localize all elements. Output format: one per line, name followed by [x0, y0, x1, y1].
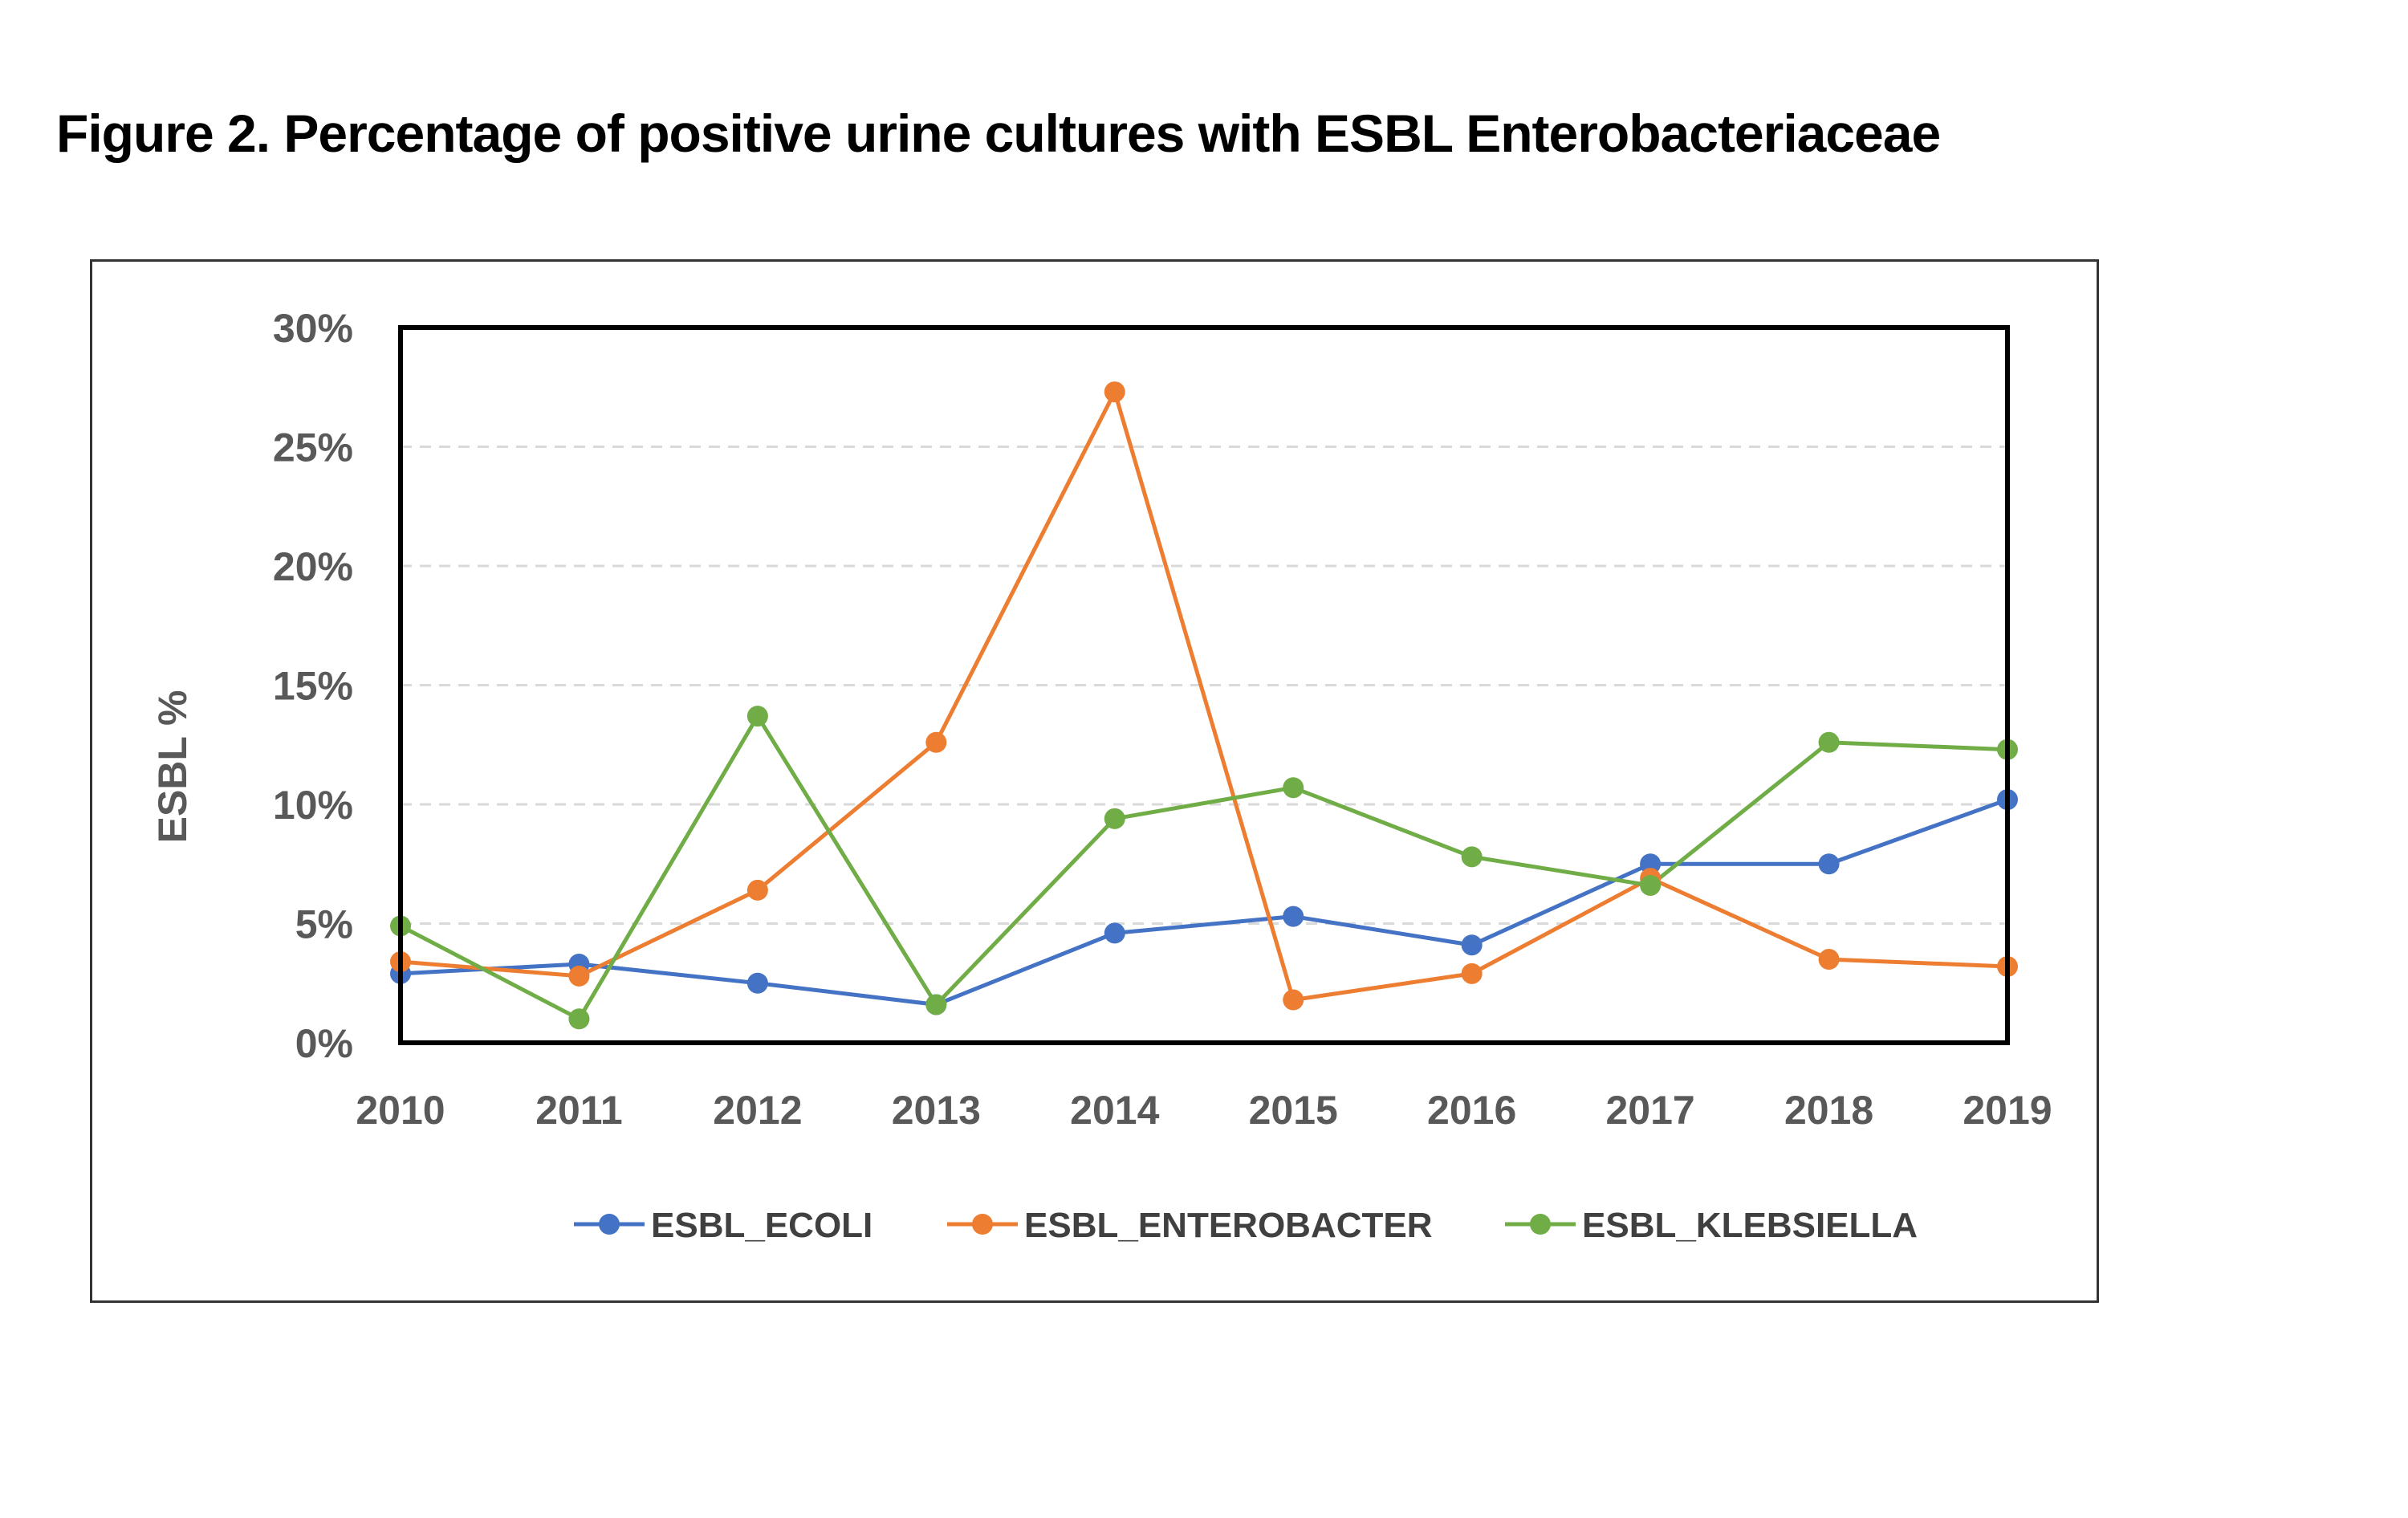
data-point-esbl_ecoli	[746, 972, 768, 994]
data-point-esbl_klebsiella	[1104, 808, 1125, 829]
data-point-esbl_enterobacter	[1461, 962, 1483, 984]
y-tick-label: 0%	[295, 1021, 353, 1066]
data-point-esbl_ecoli	[1640, 853, 1662, 875]
y-tick-label: 20%	[273, 544, 353, 589]
legend-item: ESBL_ENTEROBACTER	[947, 1206, 1433, 1245]
data-point-esbl_enterobacter	[568, 965, 590, 987]
legend-marker-icon	[972, 1214, 993, 1235]
data-point-esbl_ecoli	[1283, 906, 1304, 927]
y-tick-label: 15%	[273, 664, 353, 709]
series-line-esbl_enterobacter	[400, 386, 2008, 1003]
chart-frame	[90, 259, 2099, 1303]
legend-item: ESBL_KLEBSIELLA	[1505, 1206, 1918, 1245]
data-point-esbl_klebsiella	[568, 1008, 590, 1030]
data-point-esbl_enterobacter	[925, 731, 947, 753]
series-line-esbl_klebsiella	[399, 712, 2008, 1022]
data-point-esbl_enterobacter	[1818, 949, 1840, 971]
x-tick-label: 2013	[892, 1088, 981, 1133]
x-tick-label: 2019	[1963, 1088, 2052, 1133]
legend-marker-icon	[1530, 1214, 1551, 1235]
data-point-esbl_klebsiella	[1640, 874, 1662, 896]
legend-label: ESBL_KLEBSIELLA	[1582, 1206, 1918, 1245]
x-tick-label: 2018	[1784, 1088, 1873, 1133]
x-tick-label: 2017	[1605, 1088, 1694, 1133]
data-point-esbl_ecoli	[1104, 922, 1125, 944]
x-tick-label: 2014	[1070, 1088, 1159, 1133]
plot-area-border	[398, 325, 2010, 1045]
data-point-esbl_enterobacter	[1283, 989, 1304, 1011]
data-point-esbl_enterobacter	[746, 879, 768, 901]
data-point-esbl_klebsiella	[746, 706, 768, 727]
legend-item: ESBL_ECOLI	[574, 1206, 872, 1245]
legend-label: ESBL_ECOLI	[651, 1206, 872, 1245]
y-tick-label: 5%	[295, 902, 353, 947]
y-tick-label: 30%	[273, 306, 353, 351]
data-point-esbl_enterobacter	[1104, 381, 1125, 403]
data-point-esbl_klebsiella	[1283, 777, 1304, 799]
legend-label: ESBL_ENTEROBACTER	[1024, 1206, 1433, 1245]
y-tick-label: 25%	[273, 425, 353, 470]
y-axis-label: ESBL %	[150, 690, 195, 844]
data-point-esbl_klebsiella	[1818, 731, 1840, 753]
x-tick-label: 2015	[1249, 1088, 1338, 1133]
legend-marker-icon	[599, 1214, 620, 1235]
data-point-esbl_klebsiella	[1461, 846, 1483, 868]
data-point-esbl_ecoli	[1818, 853, 1840, 875]
x-tick-label: 2010	[356, 1088, 445, 1133]
series-line-esbl_ecoli	[400, 797, 2008, 1007]
data-point-esbl_klebsiella	[925, 994, 947, 1015]
x-tick-label: 2011	[535, 1088, 622, 1133]
data-point-esbl_ecoli	[1461, 934, 1483, 956]
x-tick-label: 2012	[713, 1088, 802, 1133]
figure-title: Figure 2. Percentage of positive urine c…	[56, 104, 1941, 163]
y-tick-label: 10%	[273, 783, 353, 828]
x-tick-label: 2016	[1427, 1088, 1516, 1133]
